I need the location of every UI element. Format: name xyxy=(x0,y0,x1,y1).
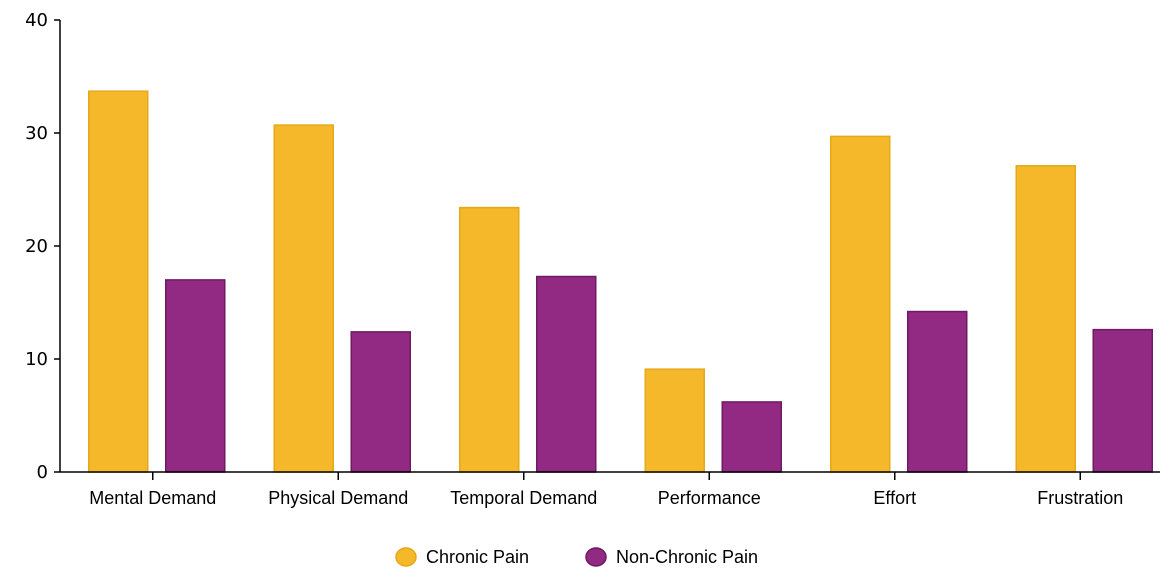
bar-chronic-pain-mental-demand xyxy=(88,90,149,473)
bar-chronic-pain-performance xyxy=(644,368,705,473)
bar-chronic-pain-temporal-demand xyxy=(459,206,520,473)
bar-non-chronic-pain-performance xyxy=(721,401,782,473)
legend-label: Chronic Pain xyxy=(426,547,529,567)
legend-swatch xyxy=(585,547,607,567)
y-tick-label: 10 xyxy=(25,349,48,370)
y-tick-label: 0 xyxy=(37,462,48,483)
bar-chronic-pain-physical-demand xyxy=(273,124,334,473)
legend-item-chronic-pain: Chronic Pain xyxy=(395,547,529,567)
bar-chronic-pain-frustration xyxy=(1015,165,1076,473)
bar-chronic-pain-effort xyxy=(830,135,891,473)
x-tick-label: Temporal Demand xyxy=(450,488,597,508)
legend-item-non-chronic-pain: Non-Chronic Pain xyxy=(585,547,758,567)
x-tick-label: Mental Demand xyxy=(89,488,216,508)
y-tick-label: 40 xyxy=(25,10,48,31)
y-axis: 0 10 20 30 40 xyxy=(25,10,61,483)
x-tick-label: Effort xyxy=(873,488,916,508)
bar-non-chronic-pain-mental-demand xyxy=(165,279,226,473)
bar-non-chronic-pain-physical-demand xyxy=(350,331,411,473)
y-tick-label: 20 xyxy=(25,236,48,257)
bar-non-chronic-pain-frustration xyxy=(1092,328,1153,473)
bars xyxy=(88,90,1153,473)
x-tick-label: Physical Demand xyxy=(268,488,408,508)
legend-label: Non-Chronic Pain xyxy=(616,547,758,567)
x-axis: Mental Demand Physical Demand Temporal Dem… xyxy=(60,471,1160,508)
x-tick-label: Frustration xyxy=(1037,488,1123,508)
y-tick-label: 30 xyxy=(25,123,48,144)
x-tick-label: Performance xyxy=(658,488,761,508)
bar-non-chronic-pain-effort xyxy=(907,310,968,473)
legend-swatch xyxy=(395,547,417,567)
bar-non-chronic-pain-temporal-demand xyxy=(536,275,597,473)
legend: Chronic Pain Non-Chronic Pain xyxy=(395,547,758,567)
